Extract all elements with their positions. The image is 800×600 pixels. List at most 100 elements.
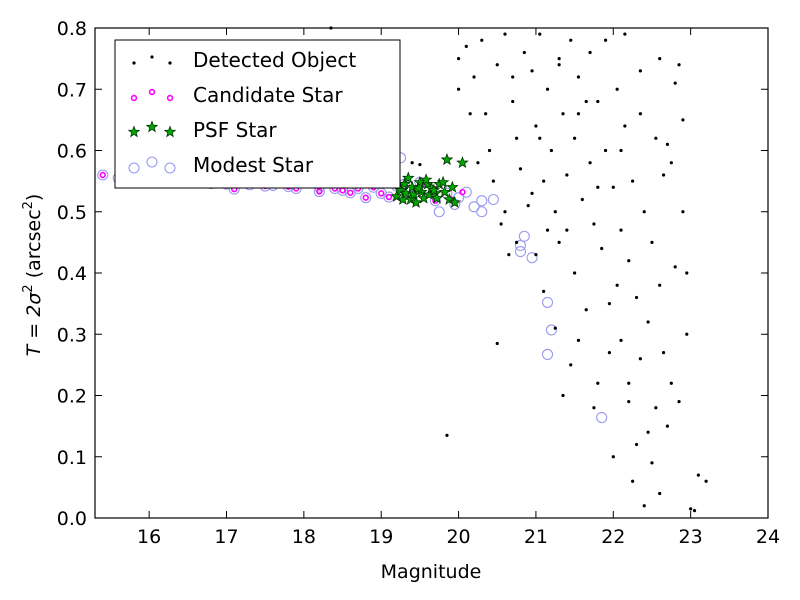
detected-point (495, 341, 499, 346)
detected-point (685, 271, 689, 275)
legend-marker-psf (145, 120, 159, 133)
detected-point (603, 38, 608, 42)
y-tick-label: 0.5 (57, 202, 87, 224)
psf-point (448, 195, 462, 208)
detected-point (588, 50, 592, 55)
x-tick-label: 23 (679, 526, 703, 548)
modest-point (97, 169, 109, 181)
detected-point (704, 479, 708, 483)
candidate-point (347, 189, 354, 196)
legend-item-modest: Modest Star (128, 153, 314, 177)
detected-point (569, 363, 573, 367)
modest-point (383, 191, 395, 203)
legend-marker-modest (128, 162, 140, 174)
detected-point (565, 228, 569, 232)
x-tick-label: 17 (214, 526, 238, 548)
detected-point (588, 161, 592, 165)
detected-point (495, 63, 499, 67)
detected-point (576, 75, 581, 79)
psf-point (394, 183, 407, 196)
detected-point (631, 479, 635, 483)
legend-marker-detected (168, 61, 172, 65)
detected-point (542, 289, 546, 293)
y-tick-label: 0.8 (57, 18, 87, 40)
y-tick-label: 0.2 (57, 386, 87, 408)
detected-point (592, 222, 596, 226)
detected-point (692, 509, 697, 513)
detected-point (484, 112, 488, 116)
detected-point (638, 112, 642, 116)
detected-point (491, 179, 495, 183)
detected-point (573, 271, 577, 275)
detected-point (681, 210, 685, 214)
detected-point (673, 265, 677, 269)
psf-point (446, 180, 459, 193)
x-tick-label: 22 (601, 526, 625, 548)
detected-point (611, 455, 615, 459)
detected-point (545, 87, 550, 91)
detected-point (646, 430, 650, 434)
detected-point (654, 406, 658, 410)
legend: Detected Object Candidate Star PSF Star Mod… (114, 39, 401, 189)
modest-point (360, 192, 372, 204)
y-tick-label: 0.0 (57, 508, 87, 530)
detected-point (600, 246, 604, 251)
modest-point (526, 252, 538, 264)
y-axis-label-main: T = 2σ (23, 292, 45, 357)
detected-point (596, 381, 600, 385)
y-tick-label: 0.7 (57, 79, 87, 101)
y-axis-label-end: ) (23, 194, 45, 201)
detected-point (499, 222, 503, 226)
psf-point (409, 195, 423, 208)
legend-marker-candidate (130, 94, 138, 102)
psf-point (405, 180, 419, 193)
detected-point (445, 433, 449, 437)
detected-point (580, 197, 584, 202)
detected-point (538, 32, 542, 36)
axis-ticks: 16 17 18 19 20 21 22 23 24 0.0 0.1 0.2 0.3 0.4 0.5 0.6 0… (57, 18, 780, 548)
detected-point (507, 253, 511, 257)
detected-point (511, 75, 515, 79)
detected-point (464, 44, 468, 48)
y-axis-label-sup: 2 (21, 284, 36, 292)
detected-point (418, 162, 422, 167)
psf-point (436, 175, 450, 188)
detected-point (410, 161, 414, 165)
modest-point (460, 186, 472, 198)
legend-label: Detected Object (193, 48, 356, 72)
psf-point (440, 153, 454, 166)
legend-label: PSF Star (193, 118, 277, 142)
detected-point (542, 179, 546, 183)
candidate-point (362, 194, 369, 201)
y-tick-label: 0.3 (57, 324, 87, 346)
x-tick-label: 16 (137, 526, 161, 548)
detected-point (503, 32, 507, 36)
detected-point (480, 38, 484, 42)
detected-point (596, 185, 600, 189)
detected-point (561, 112, 565, 116)
detected-point (576, 112, 581, 116)
psf-point (407, 187, 421, 200)
psf-point (401, 171, 415, 184)
detected-point (573, 136, 577, 140)
detected-point (650, 240, 654, 244)
candidate-point (385, 193, 393, 201)
detected-point (677, 63, 681, 67)
detected-point (511, 99, 515, 104)
y-tick-label: 0.1 (57, 447, 87, 469)
psf-point (399, 186, 413, 199)
psf-point (430, 191, 444, 204)
detected-point (638, 357, 642, 361)
detected-point (534, 253, 538, 257)
detected-point (503, 210, 507, 214)
detected-point (634, 295, 639, 300)
legend-marker-candidate (166, 94, 174, 102)
modest-point (518, 230, 530, 242)
detected-point (538, 136, 542, 140)
detected-point (631, 179, 635, 183)
detected-point (584, 308, 588, 312)
detected-point (526, 204, 530, 208)
detected-point (611, 185, 615, 189)
y-tick-label: 0.4 (57, 263, 87, 285)
detected-point (603, 148, 608, 153)
